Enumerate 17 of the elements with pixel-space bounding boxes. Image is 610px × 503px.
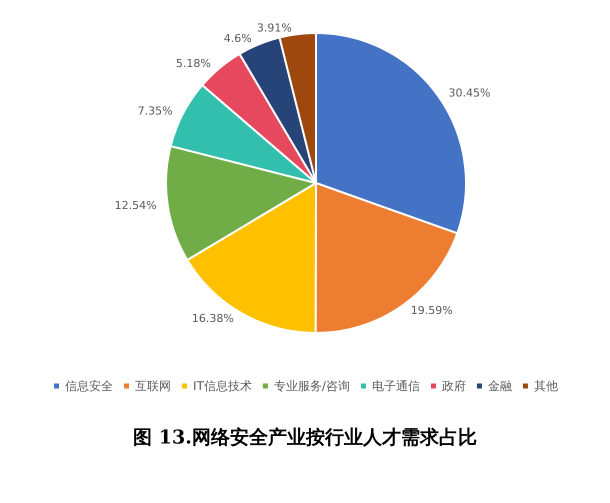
- legend-label: 信息安全: [65, 379, 114, 393]
- data-label: 30.45%: [448, 86, 490, 100]
- data-label: 16.38%: [192, 312, 234, 326]
- legend-label: 互联网: [135, 379, 172, 393]
- data-label: 3.91%: [256, 22, 292, 35]
- legend-label: 其他: [534, 379, 558, 393]
- legend-label: 专业服务/咨询: [274, 379, 350, 393]
- legend-label: 政府: [442, 379, 466, 393]
- legend-label: 金融: [488, 379, 512, 393]
- text: 图 13.网络安全产业按行业人才需求占比: [133, 426, 477, 448]
- legend-label: 电子通信: [372, 379, 420, 393]
- data-label: 4.6%: [224, 32, 252, 46]
- data-label: 19.59%: [410, 304, 453, 318]
- data-label: 5.18%: [176, 56, 211, 70]
- data-label: 7.35%: [138, 104, 173, 118]
- legend-label: IT信息技术: [193, 379, 252, 393]
- data-label: 12.54%: [114, 199, 157, 212]
